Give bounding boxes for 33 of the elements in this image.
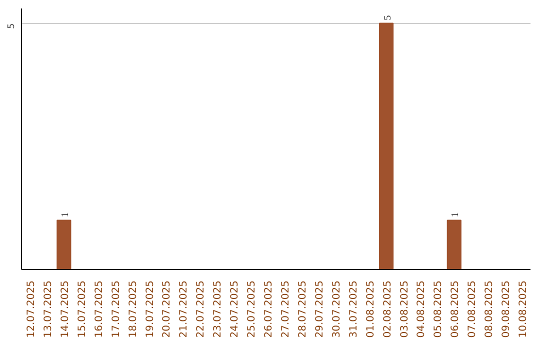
x-tick-label: 29.07.2025 (314, 280, 326, 338)
x-tick-label: 18.07.2025 (128, 280, 139, 338)
x-tick-label: 30.07.2025 (331, 280, 342, 338)
x-tick-label: 24.07.2025 (230, 280, 241, 338)
x-tick-label: 15.07.2025 (76, 280, 88, 338)
x-tick-label: 12.07.2025 (26, 280, 37, 338)
x-tick-label: 03.08.2025 (399, 280, 410, 338)
data-label: 5 (382, 15, 394, 20)
x-tick-label: 21.07.2025 (178, 280, 190, 338)
x-tick-label: 17.07.2025 (110, 280, 122, 338)
x-tick-label: 07.08.2025 (467, 280, 478, 338)
x-tick-label: 22.07.2025 (196, 280, 207, 338)
x-tick-label: 09.08.2025 (501, 280, 512, 338)
x-tick-label: 26.07.2025 (264, 280, 275, 338)
x-tick-label: 28.07.2025 (297, 280, 308, 338)
x-tick-label: 08.08.2025 (484, 280, 496, 338)
x-tick-label: 19.07.2025 (144, 280, 156, 338)
x-tick-label: 06.08.2025 (450, 280, 462, 338)
x-tick-label: 04.08.2025 (416, 280, 428, 338)
x-tick-label: 02.08.2025 (382, 280, 394, 338)
x-tick-label: 13.07.2025 (42, 280, 54, 338)
x-tick-label: 10.08.2025 (518, 280, 530, 338)
x-tick-label: 01.08.2025 (365, 280, 376, 338)
x-tick-label: 16.07.2025 (94, 280, 105, 338)
x-tick-label: 25.07.2025 (246, 280, 258, 338)
data-label: 1 (60, 212, 71, 218)
x-tick-label: 20.07.2025 (162, 280, 173, 338)
x-tick-label: 14.07.2025 (60, 280, 71, 338)
x-tick-label: 23.07.2025 (212, 280, 224, 338)
x-tick-label: 31.07.2025 (348, 280, 360, 338)
x-tick-label: 27.07.2025 (280, 280, 292, 338)
data-label: 1 (450, 212, 462, 218)
x-tick-label: 05.08.2025 (433, 280, 444, 338)
